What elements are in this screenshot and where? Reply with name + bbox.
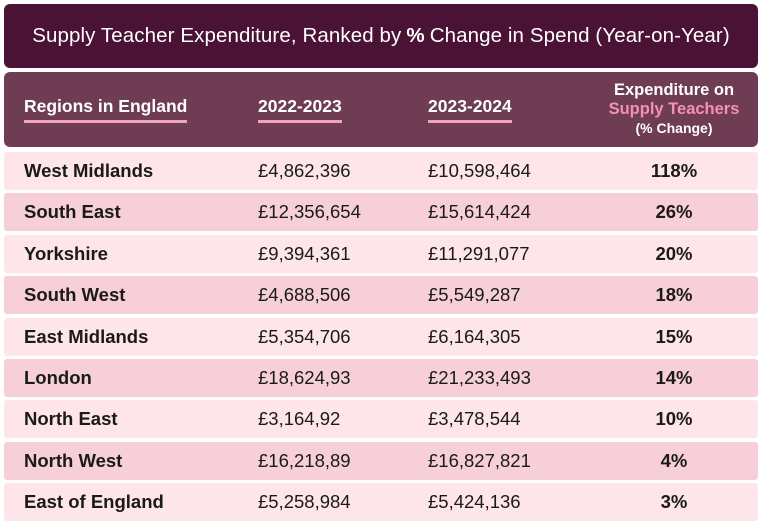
year2-value-cell: £3,478,544 xyxy=(428,408,521,430)
percent-change-cell: 26% xyxy=(655,201,693,223)
region-cell: West Midlands xyxy=(24,160,154,181)
percent-change-cell: 3% xyxy=(660,491,688,513)
header-exp-line2: Supply Teachers xyxy=(608,100,740,118)
year1-value-cell: £18,624,93 xyxy=(258,367,351,388)
title-text-end: Change in Spend (Year-on-Year) xyxy=(429,24,730,47)
header-exp-line3: (% Change) xyxy=(635,120,713,136)
year1-value-cell: £3,164,92 xyxy=(258,408,341,430)
year2-value-cell: £5,549,287 xyxy=(428,284,521,306)
header-expenditure-change: Expenditure on Supply Teachers (% Change… xyxy=(574,72,763,147)
header-year-2022-2023: 2022-2023 xyxy=(258,72,342,147)
header-region: Regions in England xyxy=(24,72,188,147)
header-year2-label: 2023-2024 xyxy=(428,96,512,123)
percent-change-cell: 118% xyxy=(650,160,698,181)
year1-value-cell: £12,356,654 xyxy=(258,201,361,223)
title-percent-symbol: % xyxy=(406,24,425,47)
year2-value-cell: £10,598,464 xyxy=(428,160,531,181)
percent-change-cell: 20% xyxy=(655,242,693,264)
region-cell: North East xyxy=(24,408,118,430)
title-text-start: Supply Teacher Expenditure, Ranked by xyxy=(32,24,402,47)
region-cell: South East xyxy=(24,201,121,223)
year2-value-cell: £6,164,305 xyxy=(428,325,521,347)
region-cell: Yorkshire xyxy=(24,242,108,264)
percent-change-cell: 15% xyxy=(655,325,693,347)
table-header: Regions in England 2022-2023 2023-2024 E… xyxy=(4,72,758,147)
year1-value-cell: £16,218,89 xyxy=(258,449,351,471)
year2-value-cell: £5,424,136 xyxy=(428,491,521,513)
year2-value-cell: £15,614,424 xyxy=(428,201,531,223)
table-row: North East £3,164,92 £3,478,544 10% xyxy=(4,400,758,439)
region-cell: East of England xyxy=(24,491,164,513)
year1-value-cell: £4,862,396 xyxy=(258,160,351,181)
percent-change-cell: 18% xyxy=(655,284,693,306)
year2-value-cell: £11,291,077 xyxy=(428,242,530,264)
year1-value-cell: £5,354,706 xyxy=(258,325,351,347)
table-row: East Midlands £5,354,706 £6,164,305 15% xyxy=(4,317,758,356)
header-year-2023-2024: 2023-2024 xyxy=(428,72,512,147)
table-row: West Midlands £4,862,396 £10,598,464 118% xyxy=(4,152,758,190)
percent-change-cell: 14% xyxy=(655,367,693,388)
region-cell: North West xyxy=(24,449,123,471)
table-row: South West £4,688,506 £5,549,287 18% xyxy=(4,276,758,315)
table-row: North West £16,218,89 £16,827,821 4% xyxy=(4,441,758,480)
year1-value-cell: £9,394,361 xyxy=(258,242,351,264)
region-cell: South West xyxy=(24,284,126,306)
year2-value-cell: £21,233,493 xyxy=(428,367,531,388)
year2-value-cell: £16,827,821 xyxy=(428,449,531,471)
table-row: Yorkshire £9,394,361 £11,291,077 20% xyxy=(4,234,758,273)
region-cell: London xyxy=(24,367,92,388)
percent-change-cell: 10% xyxy=(655,408,693,430)
year1-value-cell: £5,258,984 xyxy=(258,491,351,513)
region-cell: East Midlands xyxy=(24,325,149,347)
percent-change-cell: 4% xyxy=(660,449,688,471)
table-row: East of England £5,258,984 £5,424,136 3% xyxy=(4,483,758,522)
table-title: Supply Teacher Expenditure, Ranked by% Ch… xyxy=(4,4,758,68)
header-exp-line1: Expenditure on xyxy=(613,81,735,99)
year1-value-cell: £4,688,506 xyxy=(258,284,351,306)
table-row: South East £12,356,654 £15,614,424 26% xyxy=(4,193,758,232)
header-year1-label: 2022-2023 xyxy=(258,96,342,123)
table-row: London £18,624,93 £21,233,493 14% xyxy=(4,359,758,397)
header-region-label: Regions in England xyxy=(24,96,188,123)
